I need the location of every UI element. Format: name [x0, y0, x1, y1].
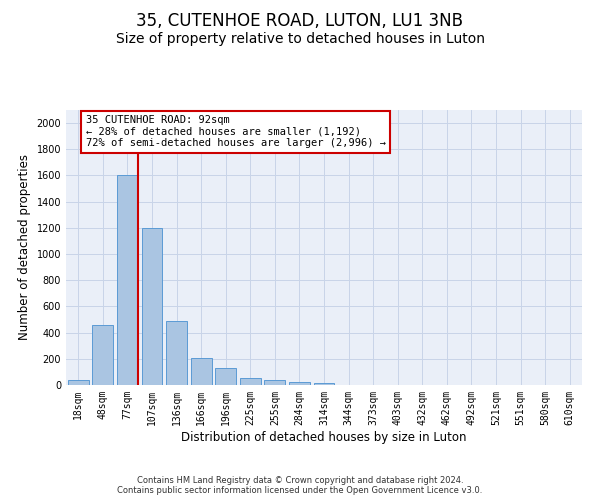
Text: 35, CUTENHOE ROAD, LUTON, LU1 3NB: 35, CUTENHOE ROAD, LUTON, LU1 3NB	[137, 12, 464, 30]
Bar	[240, 378, 261, 385]
Bar	[117, 176, 138, 385]
X-axis label: Distribution of detached houses by size in Luton: Distribution of detached houses by size …	[181, 430, 467, 444]
Text: Size of property relative to detached houses in Luton: Size of property relative to detached ho…	[115, 32, 485, 46]
Bar	[191, 358, 212, 385]
Bar	[68, 380, 89, 385]
Bar	[265, 380, 286, 385]
Text: 35 CUTENHOE ROAD: 92sqm
← 28% of detached houses are smaller (1,192)
72% of semi: 35 CUTENHOE ROAD: 92sqm ← 28% of detache…	[86, 115, 386, 148]
Bar	[289, 382, 310, 385]
Y-axis label: Number of detached properties: Number of detached properties	[18, 154, 31, 340]
Text: Contains HM Land Registry data © Crown copyright and database right 2024.
Contai: Contains HM Land Registry data © Crown c…	[118, 476, 482, 495]
Bar	[314, 383, 334, 385]
Bar	[92, 325, 113, 385]
Bar	[142, 228, 163, 385]
Bar	[166, 321, 187, 385]
Bar	[215, 368, 236, 385]
